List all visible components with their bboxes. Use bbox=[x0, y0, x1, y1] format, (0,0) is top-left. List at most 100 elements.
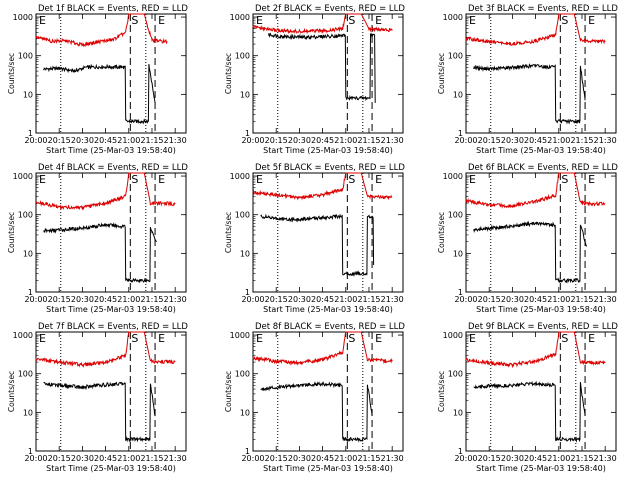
marker-label: S bbox=[561, 14, 568, 27]
x-tick-label: 21:00 bbox=[117, 295, 140, 304]
x-tick-label: 20:30 bbox=[501, 136, 524, 145]
x-tick-label: 21:00 bbox=[117, 454, 140, 463]
marker-label: S bbox=[348, 173, 355, 186]
y-tick-label: 1000 bbox=[13, 13, 33, 22]
marker-label: E bbox=[158, 14, 165, 27]
x-tick-label: 20:15 bbox=[48, 454, 71, 463]
panel-3: Det 3f BLACK = Events, RED = LLD 1 10 100 10… bbox=[437, 4, 618, 155]
x-tick-label: 21:00 bbox=[547, 136, 570, 145]
lld-series-line bbox=[252, 172, 393, 201]
x-tick-label: 20:45 bbox=[524, 454, 547, 463]
y-tick-label: 1 bbox=[28, 447, 33, 456]
x-tick-label: 21:15 bbox=[570, 136, 593, 145]
y-axis-label: Counts/sec bbox=[224, 212, 233, 253]
y-tick-label: 100 bbox=[18, 211, 33, 220]
panel-8: Det 8f BLACK = Events, RED = LLD 1 10 100 10… bbox=[224, 322, 405, 473]
marker-label: E bbox=[469, 173, 476, 186]
y-axis-label: Counts/sec bbox=[7, 371, 16, 412]
marker-label: E bbox=[469, 332, 476, 345]
y-tick-label: 1000 bbox=[13, 331, 33, 340]
plot-frame bbox=[465, 13, 617, 134]
y-tick-label: 100 bbox=[235, 370, 250, 379]
events-series-line bbox=[260, 381, 373, 443]
lld-series-line bbox=[465, 331, 606, 369]
x-tick-label: 20:00 bbox=[241, 295, 264, 304]
marker-label: S bbox=[348, 332, 355, 345]
x-tick-label: 20:45 bbox=[524, 136, 547, 145]
x-tick-label: 20:00 bbox=[241, 136, 264, 145]
x-tick-label: 21:15 bbox=[357, 295, 380, 304]
y-tick-label: 10 bbox=[453, 408, 463, 417]
x-tick-label: 21:30 bbox=[594, 454, 617, 463]
x-tick-label: 20:15 bbox=[478, 295, 501, 304]
marker-label: E bbox=[256, 173, 263, 186]
y-tick-label: 10 bbox=[240, 408, 250, 417]
marker-label: E bbox=[588, 173, 595, 186]
x-tick-label: 20:15 bbox=[265, 454, 288, 463]
panel-title: Det 8f BLACK = Events, RED = LLD bbox=[255, 322, 405, 332]
x-tick-label: 20:45 bbox=[311, 136, 334, 145]
x-tick-label: 20:15 bbox=[48, 136, 71, 145]
x-tick-label: 20:30 bbox=[71, 454, 94, 463]
x-tick-label: 20:30 bbox=[501, 295, 524, 304]
marker-label: S bbox=[131, 173, 138, 186]
plot-frame bbox=[252, 172, 404, 293]
marker-label: E bbox=[256, 14, 263, 27]
x-axis-label: Start Time (25-Mar-03 19:58:40) bbox=[263, 146, 393, 155]
y-tick-label: 100 bbox=[18, 52, 33, 61]
y-tick-label: 100 bbox=[448, 211, 463, 220]
x-axis-label: Start Time (25-Mar-03 19:58:40) bbox=[46, 146, 176, 155]
x-tick-label: 20:00 bbox=[454, 295, 477, 304]
x-tick-label: 21:15 bbox=[140, 136, 163, 145]
marker-label: S bbox=[131, 14, 138, 27]
marker-label: E bbox=[375, 173, 382, 186]
x-tick-label: 20:15 bbox=[478, 454, 501, 463]
x-tick-label: 20:45 bbox=[311, 454, 334, 463]
y-tick-label: 1000 bbox=[443, 172, 463, 181]
y-tick-label: 1 bbox=[458, 288, 463, 297]
lld-series-line bbox=[465, 172, 606, 209]
x-tick-label: 20:00 bbox=[454, 136, 477, 145]
x-tick-label: 20:00 bbox=[241, 454, 264, 463]
y-axis-label: Counts/sec bbox=[437, 53, 446, 94]
x-tick-label: 20:00 bbox=[24, 454, 47, 463]
x-tick-label: 21:30 bbox=[381, 136, 404, 145]
x-tick-label: 20:15 bbox=[478, 136, 501, 145]
marker-label: E bbox=[39, 173, 46, 186]
x-tick-label: 21:30 bbox=[381, 454, 404, 463]
plot-frame bbox=[35, 172, 187, 293]
y-tick-label: 100 bbox=[448, 370, 463, 379]
events-series-line bbox=[473, 220, 588, 284]
x-tick-label: 20:30 bbox=[288, 136, 311, 145]
marker-label: E bbox=[469, 14, 476, 27]
x-tick-label: 21:15 bbox=[357, 136, 380, 145]
x-tick-label: 21:15 bbox=[140, 295, 163, 304]
marker-label: E bbox=[158, 332, 165, 345]
plot-frame bbox=[35, 331, 187, 452]
marker-label: S bbox=[131, 332, 138, 345]
x-tick-label: 20:15 bbox=[265, 136, 288, 145]
y-tick-label: 10 bbox=[23, 90, 33, 99]
y-axis-label: Counts/sec bbox=[7, 53, 16, 94]
lld-series-line bbox=[36, 172, 176, 211]
y-tick-label: 1000 bbox=[230, 331, 250, 340]
x-tick-label: 21:30 bbox=[164, 136, 187, 145]
x-axis-label: Start Time (25-Mar-03 19:58:40) bbox=[476, 464, 606, 473]
x-tick-label: 21:00 bbox=[547, 454, 570, 463]
x-tick-label: 21:15 bbox=[357, 454, 380, 463]
y-tick-label: 1000 bbox=[443, 331, 463, 340]
x-tick-label: 21:30 bbox=[381, 295, 404, 304]
marker-label: E bbox=[39, 332, 46, 345]
y-tick-label: 10 bbox=[453, 90, 463, 99]
marker-label: S bbox=[561, 332, 568, 345]
marker-label: E bbox=[588, 332, 595, 345]
panel-title: Det 9f BLACK = Events, RED = LLD bbox=[468, 322, 618, 332]
panel-2: Det 2f BLACK = Events, RED = LLD 1 10 100 10… bbox=[224, 4, 405, 155]
events-series-line bbox=[43, 63, 156, 125]
panel-title: Det 2f BLACK = Events, RED = LLD bbox=[255, 4, 405, 14]
x-tick-label: 20:30 bbox=[71, 295, 94, 304]
y-tick-label: 1 bbox=[458, 447, 463, 456]
y-tick-label: 10 bbox=[23, 408, 33, 417]
x-tick-label: 21:00 bbox=[334, 295, 357, 304]
